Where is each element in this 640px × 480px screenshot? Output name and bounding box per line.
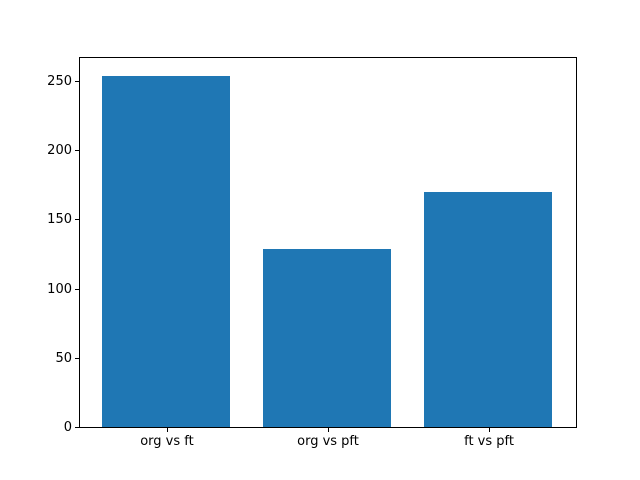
x-tick <box>328 428 329 432</box>
y-tick-label: 100 <box>47 281 72 297</box>
y-tick-label: 200 <box>47 143 72 159</box>
y-tick <box>75 288 79 290</box>
y-tick-label: 150 <box>47 212 72 228</box>
x-tick <box>166 428 168 432</box>
plot-area <box>79 57 577 428</box>
x-tick-label: org vs ft <box>140 434 194 449</box>
y-tick <box>75 427 79 428</box>
y-tick <box>75 357 79 359</box>
bar-org-vs-pft <box>262 248 392 427</box>
bar-ft-vs-pft <box>423 191 553 427</box>
y-tick <box>75 219 79 221</box>
x-tick-label: org vs pft <box>297 434 359 449</box>
y-tick <box>75 81 79 83</box>
y-tick-label: 0 <box>63 420 72 435</box>
x-tick-label: ft vs pft <box>464 434 514 449</box>
y-tick <box>75 150 79 152</box>
x-tick <box>489 428 491 432</box>
y-tick-label: 50 <box>55 350 72 366</box>
bar-org-vs-ft <box>101 75 231 427</box>
y-tick-label: 250 <box>47 74 72 90</box>
